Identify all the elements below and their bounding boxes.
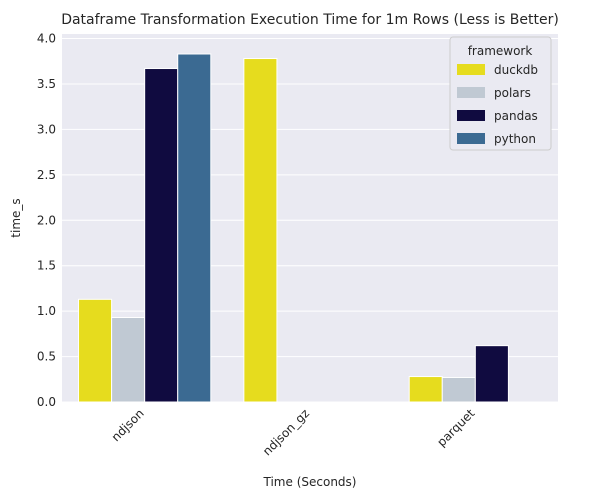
x-tick-label: ndjson_gz <box>260 406 312 458</box>
y-tick-label: 2.0 <box>37 213 56 227</box>
bars <box>78 53 509 403</box>
legend-label-duckdb: duckdb <box>494 63 538 77</box>
y-tick-label: 3.5 <box>37 77 56 91</box>
legend-swatch-pandas <box>457 110 485 121</box>
y-tick-label: 2.5 <box>37 168 56 182</box>
legend-swatch-duckdb <box>457 64 485 75</box>
legend-title: framework <box>468 44 533 58</box>
legend-swatch-polars <box>457 87 485 98</box>
chart-title: Dataframe Transformation Execution Time … <box>61 12 559 28</box>
bar-duckdb-ndjson_gz <box>243 58 278 403</box>
y-tick-label: 0.5 <box>37 350 56 364</box>
bar-duckdb-ndjson <box>78 298 113 403</box>
bar-duckdb-parquet <box>408 376 443 403</box>
y-tick-label: 3.0 <box>37 122 56 136</box>
legend-label-python: python <box>494 132 536 146</box>
bar-polars-parquet <box>441 376 476 403</box>
x-tick-label: ndjson <box>109 406 147 444</box>
y-tick-label: 1.5 <box>37 259 56 273</box>
legend-label-polars: polars <box>494 86 531 100</box>
bar-pandas-ndjson <box>144 68 179 403</box>
x-axis-label: Time (Seconds) <box>263 475 357 489</box>
bar-pandas-parquet <box>474 345 509 403</box>
bar-python-ndjson <box>177 53 212 403</box>
legend-label-pandas: pandas <box>494 109 538 123</box>
bar-polars-ndjson <box>111 316 146 403</box>
y-tick-label: 4.0 <box>37 32 56 46</box>
x-tick-label: parquet <box>434 406 477 449</box>
y-tick-labels: 0.0 0.5 1.0 1.5 2.0 2.5 3.0 3.5 4.0 <box>37 32 56 409</box>
y-axis-label: time_s <box>9 198 23 237</box>
x-tick-labels: ndjson ndjson_gz parquet <box>109 406 478 458</box>
legend: framework duckdb polars pandas python <box>449 36 552 151</box>
legend-items: duckdb polars pandas python <box>457 63 538 146</box>
legend-swatch-python <box>457 133 485 144</box>
y-tick-label: 1.0 <box>37 304 56 318</box>
y-tick-label: 0.0 <box>37 395 56 409</box>
